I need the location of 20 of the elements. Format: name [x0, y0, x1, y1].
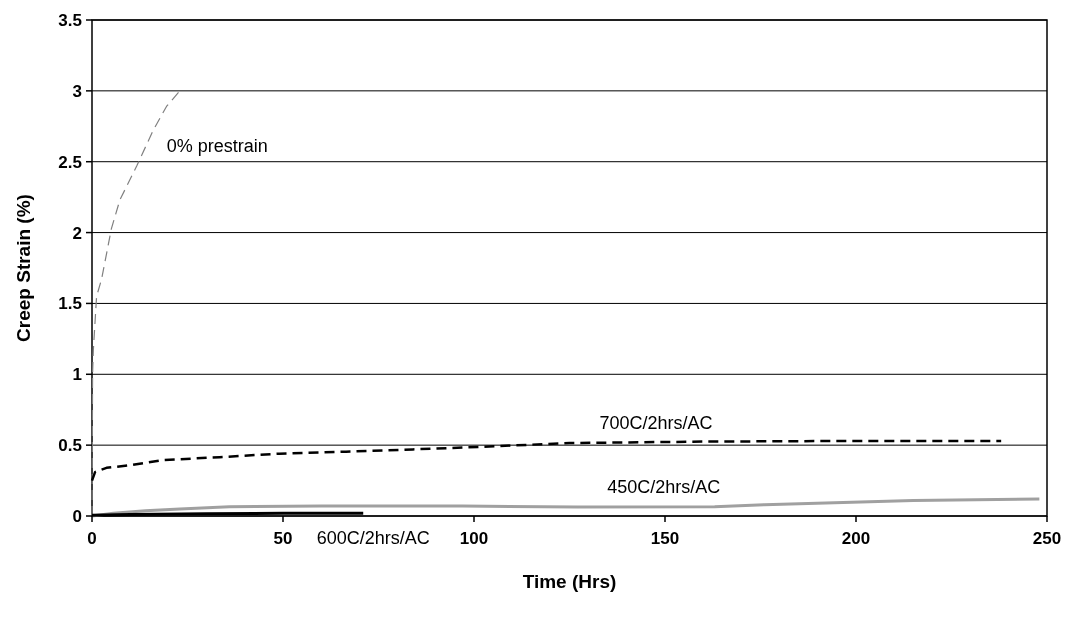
- x-tick-label: 100: [459, 529, 489, 548]
- y-tick-label: 2: [72, 223, 82, 243]
- x-tick-label: 200: [841, 529, 871, 548]
- x-tick-label: 150: [650, 529, 680, 548]
- y-tick-label: 2.5: [58, 152, 82, 172]
- y-tick-label: 0.5: [58, 436, 82, 456]
- series-label: 600C/2hrs/AC: [316, 528, 430, 548]
- y-tick-label: 0: [72, 507, 82, 526]
- y-tick-label: 3.5: [58, 11, 82, 30]
- x-tick-label: 0: [87, 529, 97, 548]
- series-label: 700C/2hrs/AC: [599, 413, 713, 434]
- x-axis-title: Time (Hrs): [522, 571, 617, 592]
- y-tick-label: 1: [72, 365, 82, 385]
- x-tick-label: 250: [1032, 529, 1062, 548]
- y-tick-label: 1.5: [58, 294, 82, 314]
- y-tick-label: 3: [72, 81, 82, 101]
- series-label: 0% prestrain: [166, 135, 268, 156]
- series-label: 450C/2hrs/AC: [607, 477, 721, 498]
- x-tick-label: 50: [273, 529, 293, 548]
- y-axis-title: Creep Strain (%): [13, 194, 34, 342]
